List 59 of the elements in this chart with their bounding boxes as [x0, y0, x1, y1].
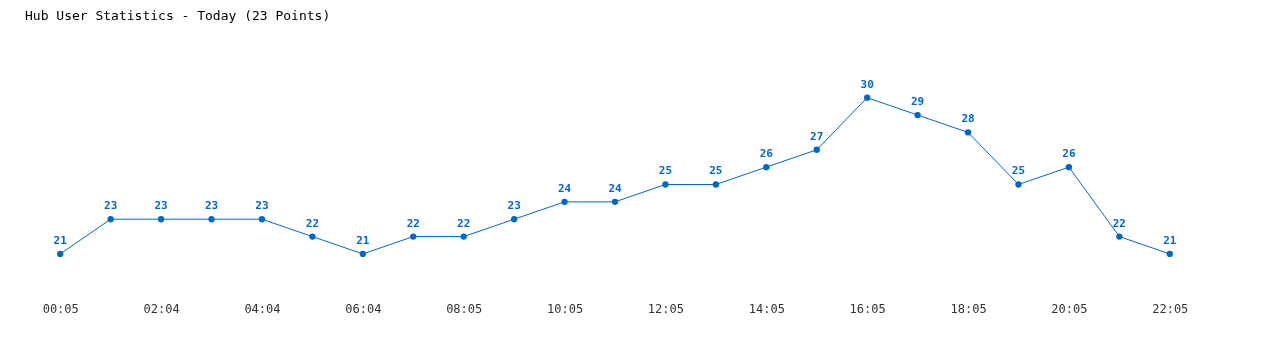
- point: [561, 198, 568, 206]
- point: [1116, 233, 1123, 240]
- data-label: 23: [154, 199, 168, 213]
- data-label: 29: [910, 95, 925, 109]
- point: [763, 163, 770, 171]
- data-label: 22: [406, 216, 420, 230]
- x-tick-label: 06:04: [345, 301, 382, 316]
- data-label: 22: [1112, 216, 1126, 230]
- point: [359, 250, 366, 258]
- data-label: 26: [1062, 147, 1076, 161]
- point: [1065, 163, 1073, 171]
- data-label: 24: [557, 181, 572, 195]
- point: [258, 216, 266, 223]
- point: [611, 198, 619, 206]
- data-label: 25: [709, 164, 723, 178]
- data-label: 26: [759, 147, 774, 161]
- x-tick-label: 04:04: [244, 301, 281, 316]
- data-label: 22: [305, 216, 320, 230]
- data-label: 21: [53, 233, 68, 247]
- point: [410, 233, 417, 240]
- x-tick-label: 12:05: [647, 301, 684, 316]
- data-label: 23: [104, 199, 118, 213]
- data-label: 21: [356, 233, 370, 247]
- x-tick-label: 22:05: [1152, 301, 1189, 316]
- point: [309, 233, 316, 240]
- x-tick-label: 02:04: [143, 301, 180, 316]
- data-label: 28: [961, 112, 975, 126]
- data-label: 23: [204, 199, 219, 213]
- data-label: 23: [255, 199, 269, 213]
- data-label: 27: [810, 129, 824, 143]
- data-label: 22: [457, 216, 471, 230]
- point: [107, 216, 114, 223]
- point: [510, 216, 518, 223]
- x-tick-label: 14:05: [748, 301, 785, 316]
- data-label: 23: [507, 199, 521, 213]
- x-tick-label: 08:05: [446, 301, 483, 316]
- point: [57, 250, 64, 258]
- x-tick-label: 10:05: [547, 301, 584, 316]
- point: [157, 216, 165, 223]
- point: [662, 181, 669, 188]
- data-label: 24: [608, 181, 622, 195]
- point: [460, 233, 467, 240]
- data-label: 21: [1163, 233, 1177, 247]
- x-tick-label: 16:05: [849, 301, 886, 316]
- point: [914, 111, 921, 119]
- point: [964, 129, 972, 136]
- data-label: 25: [1011, 164, 1026, 178]
- point: [1015, 181, 1022, 188]
- point: [208, 216, 215, 223]
- data-label: 30: [860, 77, 874, 91]
- point: [864, 94, 871, 101]
- x-tick-label: 20:05: [1051, 301, 1088, 316]
- x-tick-label: 00:05: [42, 301, 79, 316]
- x-tick-label: 18:05: [950, 301, 987, 316]
- data-label: 25: [658, 164, 673, 178]
- chart-title: Hub User Statistics - Today (23 Points): [25, 8, 331, 23]
- point: [813, 146, 820, 153]
- point: [712, 181, 720, 188]
- point: [1166, 250, 1173, 258]
